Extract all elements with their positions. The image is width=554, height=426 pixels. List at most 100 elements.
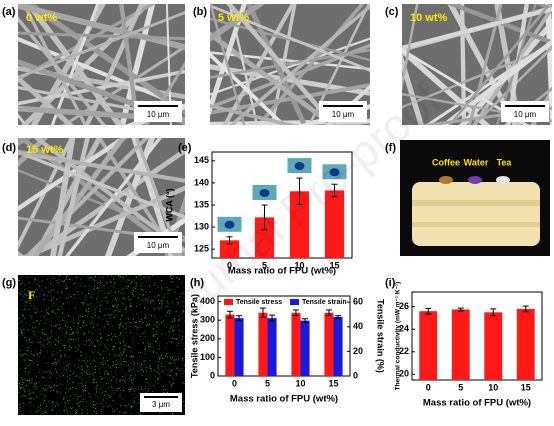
eds-dot: [158, 299, 160, 301]
eds-dot: [21, 315, 23, 317]
eds-dot: [56, 402, 58, 404]
eds-dot: [43, 294, 45, 296]
eds-dot: [144, 314, 146, 316]
eds-dot: [33, 280, 35, 282]
eds-dot: [124, 375, 126, 377]
eds-dot: [122, 292, 124, 294]
eds-dot: [171, 301, 173, 303]
eds-dot: [31, 404, 33, 406]
eds-dot: [96, 395, 98, 397]
eds-dot: [143, 289, 145, 291]
eds-dot: [52, 305, 54, 307]
eds-dot: [21, 354, 23, 356]
x-tick-label: 5: [262, 260, 267, 270]
eds-dot: [44, 333, 46, 335]
panel-label: (f): [385, 142, 396, 154]
eds-dot: [171, 278, 173, 280]
eds-dot: [146, 300, 148, 302]
eds-dot: [95, 386, 97, 388]
eds-dot: [51, 276, 53, 278]
eds-dot: [80, 292, 82, 294]
eds-dot: [21, 333, 23, 335]
eds-dot: [43, 340, 45, 342]
eds-dot: [119, 390, 121, 392]
eds-dot: [21, 387, 23, 389]
eds-dot: [36, 389, 38, 391]
eds-dot: [91, 332, 93, 334]
fiber: [18, 138, 49, 168]
eds-dot: [123, 277, 125, 279]
eds-dot: [80, 351, 82, 353]
eds-dot: [162, 357, 164, 359]
eds-dot: [99, 311, 101, 313]
eds-dot: [171, 326, 173, 328]
eds-dot: [92, 406, 94, 408]
eds-dot: [105, 402, 107, 404]
eds-dot: [71, 332, 73, 334]
eds-dot: [169, 356, 171, 358]
eds-dot: [130, 332, 132, 334]
eds-dot: [92, 381, 94, 383]
eds-dot: [56, 391, 58, 393]
eds-dot: [52, 311, 54, 313]
eds-dot: [78, 382, 80, 384]
eds-dot: [101, 378, 103, 380]
eds-dot: [52, 400, 54, 402]
eds-dot: [85, 324, 87, 326]
eds-dot: [101, 391, 103, 393]
eds-dot: [143, 360, 145, 362]
eds-dot: [158, 377, 160, 379]
eds-dot: [87, 308, 89, 310]
eds-dot: [20, 328, 22, 330]
eds-dot: [47, 386, 49, 388]
fiber: [18, 105, 185, 123]
eds-dot: [116, 336, 118, 338]
eds-dot: [22, 309, 24, 311]
eds-dot: [59, 326, 61, 328]
eds-dot: [140, 364, 142, 366]
eds-dot: [92, 278, 94, 280]
eds-dot: [129, 305, 131, 307]
eds-dot: [28, 365, 30, 367]
eds-dot: [36, 288, 38, 290]
eds-dot: [165, 347, 167, 349]
eds-dot: [51, 408, 53, 410]
eds-dot: [153, 315, 155, 317]
eds-dot: [93, 401, 95, 403]
scale-text: 10 μm: [147, 241, 170, 250]
x-tick-label: 10: [295, 378, 305, 388]
fiber: [545, 4, 552, 125]
eds-dot: [66, 380, 68, 382]
eds-dot: [177, 302, 179, 304]
error-bar: [331, 183, 338, 198]
eds-dot: [18, 409, 20, 411]
eds-dot: [140, 318, 142, 320]
fiber: [57, 138, 90, 256]
eds-dot: [72, 386, 74, 388]
eds-dot: [171, 382, 173, 384]
eds-dot: [68, 340, 70, 342]
eds-dot: [127, 280, 129, 282]
eds-dot: [182, 382, 184, 384]
bar: [291, 312, 301, 376]
eds-dot: [107, 314, 109, 316]
fiber: [165, 4, 172, 125]
eds-dot: [45, 362, 47, 364]
eds-dot: [46, 406, 48, 408]
eds-dot: [45, 287, 47, 289]
eds-dot: [128, 299, 130, 301]
scale-text: 10 μm: [147, 110, 170, 119]
eds-dot: [163, 389, 165, 391]
eds-dot: [107, 372, 109, 374]
fiber: [270, 4, 297, 125]
eds-dot: [49, 377, 51, 379]
eds-dot: [32, 327, 34, 329]
eds-dot: [36, 396, 38, 398]
eds-dot: [62, 319, 64, 321]
eds-dot: [37, 331, 39, 333]
eds-dot: [145, 377, 147, 379]
eds-dot: [146, 275, 148, 277]
eds-dot: [133, 379, 135, 381]
eds-dot: [65, 278, 67, 280]
eds-dot: [133, 400, 135, 402]
